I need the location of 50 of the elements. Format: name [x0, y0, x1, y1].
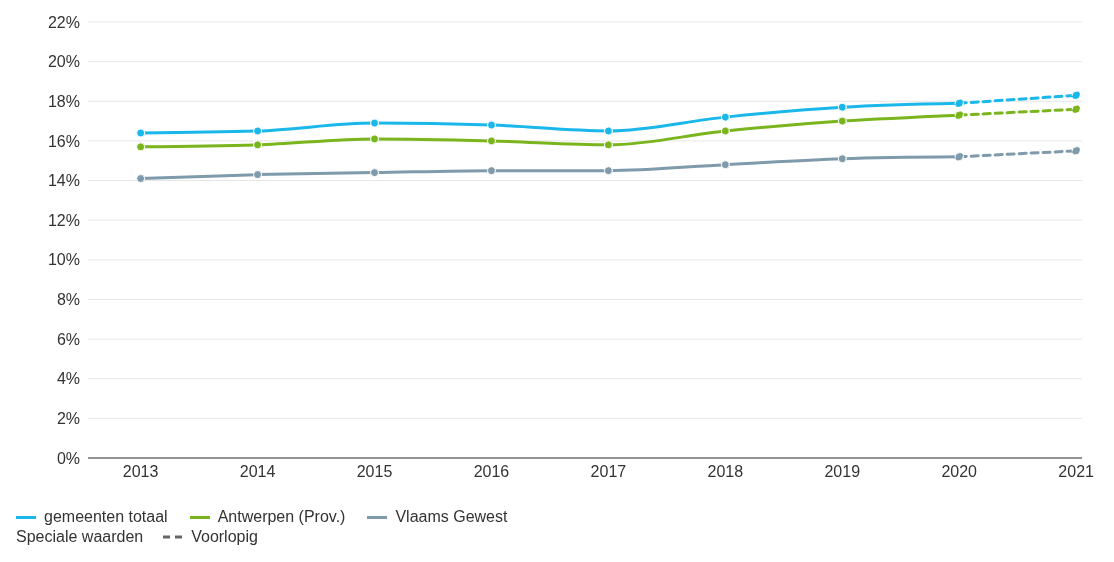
x-tick-label: 2014: [239, 463, 276, 481]
point: [837, 116, 847, 126]
y-tick-label: 22%: [47, 13, 80, 31]
y-tick-label: 14%: [47, 172, 80, 190]
point: [720, 126, 730, 136]
point: [603, 140, 613, 150]
x-tick-label: 2013: [122, 463, 159, 481]
point: [603, 126, 613, 136]
y-tick-label: 4%: [56, 370, 80, 388]
text: Voorlopig: [190, 528, 258, 546]
point: [837, 102, 847, 112]
y-tick-label: 6%: [56, 330, 80, 348]
point: [1071, 146, 1081, 156]
point: [720, 112, 730, 122]
y-tick-label: 8%: [56, 291, 80, 309]
point: [370, 134, 380, 144]
y-tick-label: 16%: [47, 132, 80, 150]
point: [486, 120, 496, 130]
y-tick-label: 20%: [47, 53, 80, 71]
point: [720, 160, 730, 170]
point: [253, 170, 263, 180]
x-tick-label: 2016: [473, 463, 510, 481]
text: Speciale waarden: [16, 528, 144, 546]
x-tick-label: 2017: [590, 463, 627, 481]
x-tick-label: 2019: [824, 463, 861, 481]
point: [136, 128, 146, 138]
y-tick-label: 2%: [56, 410, 80, 428]
legend-label: Antwerpen (Prov.): [216, 508, 346, 526]
x-tick-label: 2018: [707, 463, 744, 481]
legend-label: Vlaams Gewest: [394, 508, 508, 526]
point: [603, 166, 613, 176]
y-tick-label: 10%: [47, 251, 80, 269]
point: [136, 142, 146, 152]
x-tick-label: 2015: [356, 463, 393, 481]
y-tick-label: 18%: [47, 92, 80, 110]
point: [1071, 104, 1081, 114]
y-tick-label: 0%: [56, 449, 80, 467]
point: [486, 136, 496, 146]
y-tick-label: 12%: [47, 211, 80, 229]
point: [370, 168, 380, 178]
point: [253, 140, 263, 150]
point: [370, 118, 380, 128]
point: [1071, 90, 1081, 100]
x-tick-label: 2020: [941, 463, 978, 481]
point: [253, 126, 263, 136]
point: [837, 154, 847, 164]
point: [136, 174, 146, 184]
legend-label: gemeenten totaal: [43, 508, 168, 526]
point: [486, 166, 496, 176]
x-tick-label: 2021: [1058, 463, 1095, 481]
